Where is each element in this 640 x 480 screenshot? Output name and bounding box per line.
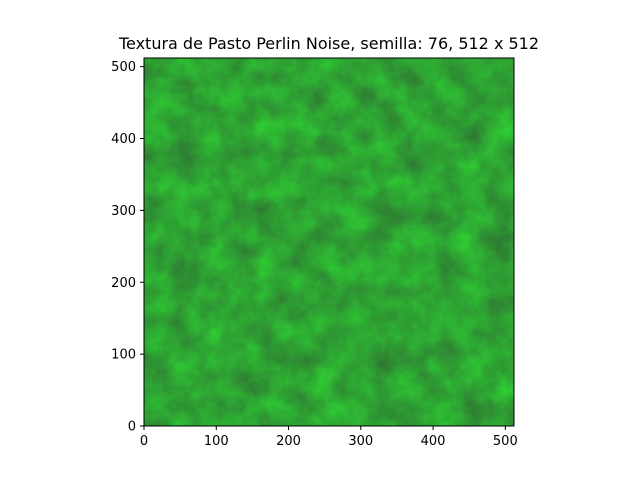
grass-texture-image [144,58,514,426]
x-tick-label: 400 [421,434,446,449]
x-tick-label: 200 [276,434,301,449]
x-tick-label: 0 [140,434,148,449]
y-tick-label: 300 [111,204,136,219]
y-tick-label: 100 [111,348,136,363]
plot-frame [143,57,515,427]
y-tick-label: 0 [128,420,136,435]
x-tick-label: 300 [348,434,373,449]
x-tick-label: 500 [493,434,518,449]
x-tick-label: 100 [204,434,229,449]
y-tick-label: 200 [111,276,136,291]
chart-title: Textura de Pasto Perlin Noise, semilla: … [118,34,539,53]
y-tick-label: 400 [111,132,136,147]
x-axis: 0 100 200 300 400 500 [140,426,518,449]
plot-area [143,57,515,427]
y-tick-label: 500 [111,60,136,75]
y-axis: 0 100 200 300 400 500 [111,60,144,435]
